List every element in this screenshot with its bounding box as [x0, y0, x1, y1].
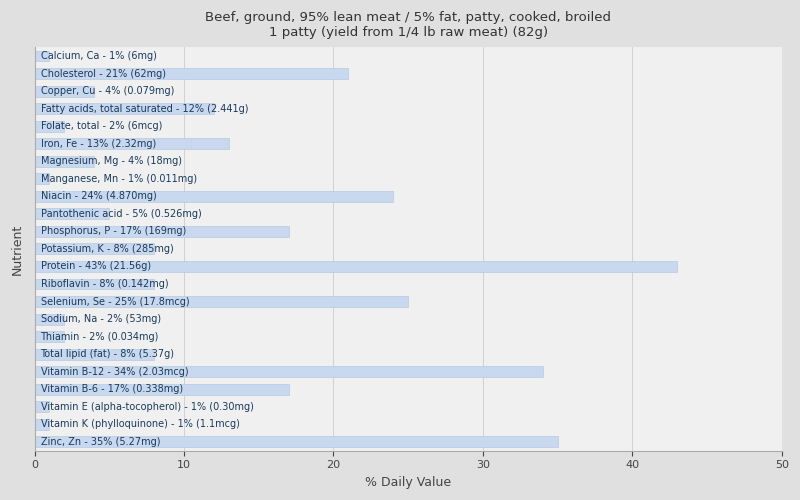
Bar	[34, 191, 394, 202]
Text: Copper, Cu - 4% (0.079mg): Copper, Cu - 4% (0.079mg)	[41, 86, 174, 96]
Text: Thiamin - 2% (0.034mg): Thiamin - 2% (0.034mg)	[41, 332, 159, 342]
Bar	[34, 208, 110, 220]
X-axis label: % Daily Value: % Daily Value	[365, 476, 451, 489]
Text: Folate, total - 2% (6mcg): Folate, total - 2% (6mcg)	[41, 121, 162, 131]
Bar	[34, 261, 678, 272]
Text: Niacin - 24% (4.870mg): Niacin - 24% (4.870mg)	[41, 192, 156, 202]
Bar	[34, 86, 94, 96]
Bar	[34, 103, 214, 114]
Bar	[34, 138, 229, 149]
Bar	[34, 120, 65, 132]
Bar	[34, 50, 50, 62]
Text: Manganese, Mn - 1% (0.011mg): Manganese, Mn - 1% (0.011mg)	[41, 174, 197, 184]
Bar	[34, 331, 65, 342]
Bar	[34, 314, 65, 324]
Bar	[34, 348, 154, 360]
Text: Vitamin K (phylloquinone) - 1% (1.1mcg): Vitamin K (phylloquinone) - 1% (1.1mcg)	[41, 420, 239, 430]
Bar	[34, 436, 558, 448]
Text: Phosphorus, P - 17% (169mg): Phosphorus, P - 17% (169mg)	[41, 226, 186, 236]
Title: Beef, ground, 95% lean meat / 5% fat, patty, cooked, broiled
1 patty (yield from: Beef, ground, 95% lean meat / 5% fat, pa…	[206, 11, 611, 39]
Bar	[34, 226, 289, 237]
Bar	[34, 384, 289, 394]
Text: Vitamin B-12 - 34% (2.03mcg): Vitamin B-12 - 34% (2.03mcg)	[41, 366, 188, 376]
Bar	[34, 174, 50, 184]
Text: Fatty acids, total saturated - 12% (2.441g): Fatty acids, total saturated - 12% (2.44…	[41, 104, 248, 114]
Text: Total lipid (fat) - 8% (5.37g): Total lipid (fat) - 8% (5.37g)	[41, 349, 174, 359]
Text: Selenium, Se - 25% (17.8mcg): Selenium, Se - 25% (17.8mcg)	[41, 296, 189, 306]
Y-axis label: Nutrient: Nutrient	[11, 224, 24, 274]
Text: Riboflavin - 8% (0.142mg): Riboflavin - 8% (0.142mg)	[41, 279, 168, 289]
Text: Vitamin B-6 - 17% (0.338mg): Vitamin B-6 - 17% (0.338mg)	[41, 384, 182, 394]
Text: Cholesterol - 21% (62mg): Cholesterol - 21% (62mg)	[41, 68, 166, 78]
Bar	[34, 366, 542, 377]
Bar	[34, 156, 94, 166]
Bar	[34, 402, 50, 412]
Text: Calcium, Ca - 1% (6mg): Calcium, Ca - 1% (6mg)	[41, 51, 156, 61]
Text: Magnesium, Mg - 4% (18mg): Magnesium, Mg - 4% (18mg)	[41, 156, 182, 166]
Bar	[34, 296, 408, 307]
Text: Iron, Fe - 13% (2.32mg): Iron, Fe - 13% (2.32mg)	[41, 138, 156, 148]
Bar	[34, 278, 154, 289]
Text: Protein - 43% (21.56g): Protein - 43% (21.56g)	[41, 262, 150, 272]
Text: Pantothenic acid - 5% (0.526mg): Pantothenic acid - 5% (0.526mg)	[41, 209, 202, 219]
Bar	[34, 244, 154, 254]
Bar	[34, 419, 50, 430]
Text: Sodium, Na - 2% (53mg): Sodium, Na - 2% (53mg)	[41, 314, 161, 324]
Text: Potassium, K - 8% (285mg): Potassium, K - 8% (285mg)	[41, 244, 174, 254]
Text: Vitamin E (alpha-tocopherol) - 1% (0.30mg): Vitamin E (alpha-tocopherol) - 1% (0.30m…	[41, 402, 254, 412]
Text: Zinc, Zn - 35% (5.27mg): Zinc, Zn - 35% (5.27mg)	[41, 437, 160, 447]
Bar	[34, 68, 349, 79]
